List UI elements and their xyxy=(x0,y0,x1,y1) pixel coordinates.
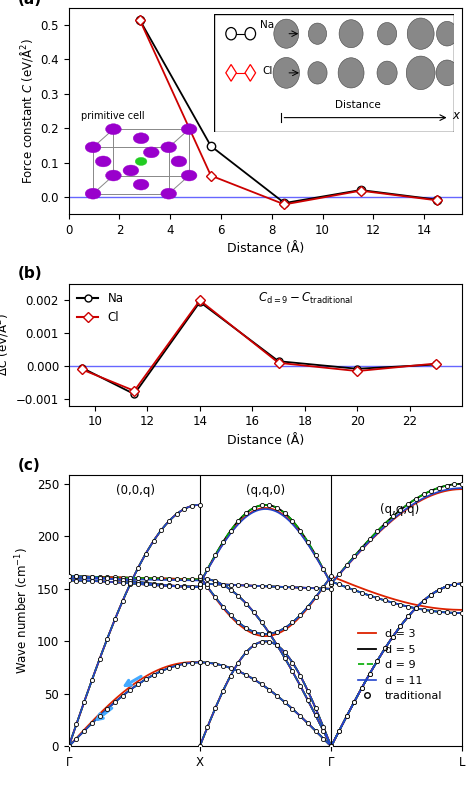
Text: (0,0,q): (0,0,q) xyxy=(116,484,155,496)
Text: (q,q,0): (q,q,0) xyxy=(246,484,285,496)
Y-axis label: Δ$C$ (eV/Å$^2$): Δ$C$ (eV/Å$^2$) xyxy=(0,313,10,376)
Text: $C_{\rm d=9} - C_{\rm traditional}$: $C_{\rm d=9} - C_{\rm traditional}$ xyxy=(257,291,353,306)
Legend: Na, Cl: Na, Cl xyxy=(74,290,126,326)
Text: (q,q,q): (q,q,q) xyxy=(380,503,419,515)
Text: (b): (b) xyxy=(18,266,42,281)
Y-axis label: Wave number (cm$^{-1}$): Wave number (cm$^{-1}$) xyxy=(14,547,31,674)
Y-axis label: Force constant $C$ (eV/Å$^2$): Force constant $C$ (eV/Å$^2$) xyxy=(18,38,35,184)
Text: (a): (a) xyxy=(18,0,42,7)
Text: (c): (c) xyxy=(18,458,40,473)
Legend: d = 3, d = 5, d = 9, d = 11, traditional: d = 3, d = 5, d = 9, d = 11, traditional xyxy=(356,626,445,703)
X-axis label: Distance (Å): Distance (Å) xyxy=(227,434,304,447)
X-axis label: Distance (Å): Distance (Å) xyxy=(227,242,304,256)
